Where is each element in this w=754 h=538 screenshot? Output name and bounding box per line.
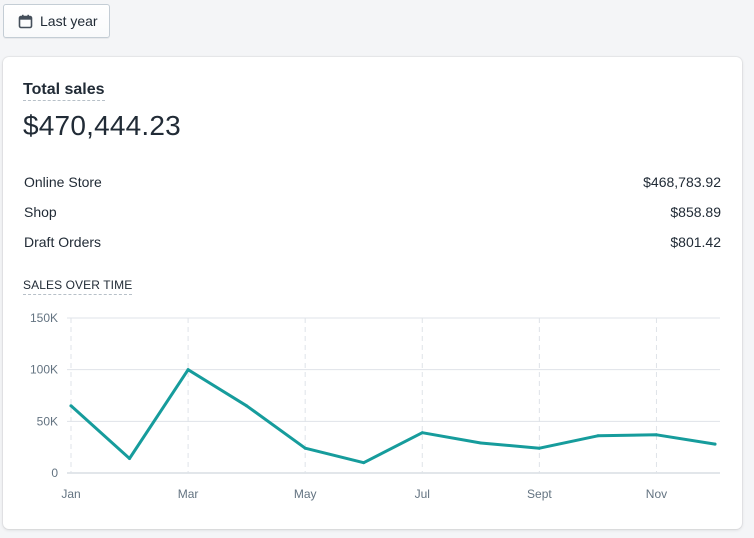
sales-data-point [537,446,541,450]
breakdown-value: $468,783.92 [643,174,721,190]
x-tick-label: Mar [178,487,199,501]
y-tick-label: 50K [37,414,58,428]
y-tick-label: 150K [30,311,58,325]
breakdown-label: Shop [24,204,57,220]
sales-data-point [479,441,483,445]
sales-data-point [654,433,658,437]
breakdown-value: $858.89 [670,204,721,220]
sales-data-point [303,446,307,450]
x-tick-label: Sept [527,487,552,501]
sales-breakdown: Online Store $468,783.92 Shop $858.89 Dr… [24,170,721,260]
sales-data-point [362,461,366,465]
total-sales-value: $470,444.23 [23,110,181,141]
breakdown-row-online-store: Online Store $468,783.92 [24,170,721,200]
total-sales-card: Total sales $470,444.23 Online Store $46… [3,57,742,529]
x-tick-label: Jan [61,487,80,501]
sales-over-time-title[interactable]: SALES OVER TIME [23,277,133,295]
sales-data-point [128,457,132,461]
date-range-label: Last year [40,13,98,29]
x-tick-label: Nov [646,487,667,501]
x-tick-label: Jul [415,487,430,501]
sales-data-point [186,368,190,372]
breakdown-value: $801.42 [670,234,721,250]
sales-data-point [596,434,600,438]
breakdown-row-shop: Shop $858.89 [24,200,721,230]
breakdown-label: Online Store [24,174,102,190]
sales-data-point [420,431,424,435]
sales-over-time-chart: 0 50K 100K 150K Jan Mar May Jul Sept Nov [30,311,720,501]
sales-data-point [245,404,249,408]
sales-data-point [69,404,73,408]
date-range-button[interactable]: Last year [3,4,110,38]
breakdown-label: Draft Orders [24,234,102,250]
calendar-icon [18,14,33,29]
y-tick-label: 0 [51,466,58,480]
y-tick-label: 100K [30,363,58,377]
sales-series-line [69,368,717,465]
breakdown-row-draft-orders: Draft Orders $801.42 [24,230,721,260]
sales-data-point [713,442,717,446]
total-sales-title[interactable]: Total sales [23,80,105,101]
x-tick-label: May [294,487,317,501]
